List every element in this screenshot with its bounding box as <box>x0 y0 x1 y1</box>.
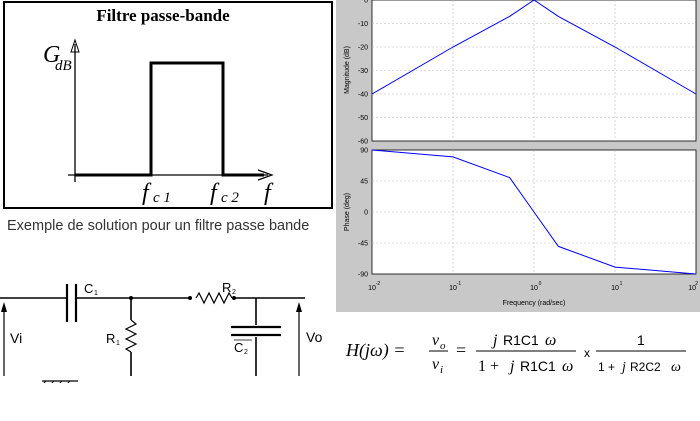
phase-curve <box>371 149 697 275</box>
circuit-diagram: Vi Vo C 1 R 1 R 2 C 2 <box>0 280 323 383</box>
node-r2-left <box>188 296 192 300</box>
transfer-function: H(jω) = v o v i = j R1C1 ω 1 + j R1C1 ω … <box>345 332 686 376</box>
formula-ratio-den-sub: i <box>440 364 443 376</box>
c2-label: C <box>234 340 243 355</box>
magnitude-curve <box>371 0 697 95</box>
vi-arrow-icon <box>1 302 7 312</box>
frequency-xlabel: Frequency (rad/sec) <box>503 300 566 307</box>
r1-zigzag <box>124 319 138 353</box>
bode-plot: 0-10-20-30-40-50-60 Magnitude (dB) 90450… <box>344 0 698 307</box>
f1-den-rc: R1C1 <box>520 358 556 374</box>
ideal-y-label: G <box>43 42 60 68</box>
cutoff-high-sub: c 2 <box>221 190 239 206</box>
phase-ylabel: Phase (deg) <box>344 193 351 231</box>
f1-num-w: ω <box>545 332 556 349</box>
ideal-filter-title: Filtre passe-bande <box>96 6 230 25</box>
ideal-response-curve <box>75 61 264 177</box>
c1-label-sub: 1 <box>94 290 98 297</box>
phase-tick-label: 90 <box>360 148 368 155</box>
formula-eq: = <box>456 340 466 360</box>
ideal-y-arrow-icon <box>70 38 80 53</box>
frequency-tick-base: 10 <box>449 285 457 292</box>
r1-label-sub: 1 <box>116 340 120 347</box>
formula-ratio-den: v <box>432 356 440 373</box>
magnitude-tick-label: -30 <box>358 68 368 75</box>
ideal-filter-graph: G dB f f c 1 f c 2 <box>43 38 274 206</box>
phase-tick-label: 45 <box>360 179 368 186</box>
ground-hatch-3 <box>59 380 63 383</box>
r1-label: R <box>106 331 115 346</box>
vo-label: Vo <box>306 329 323 345</box>
ground-hatch-2 <box>51 380 55 383</box>
formula-ratio-num: v <box>432 332 440 349</box>
f2-den-w: ω <box>671 360 681 375</box>
magnitude-tick-label: -60 <box>358 139 368 146</box>
frequency-tick-base: 10 <box>688 285 696 292</box>
r2-label: R <box>222 280 231 295</box>
c2-label-sub: 2 <box>244 349 248 356</box>
vi-label: Vi <box>10 330 22 346</box>
f1-den-1: 1 + <box>478 358 499 375</box>
magnitude-tick-label: -40 <box>358 92 368 99</box>
node-r2-right <box>232 296 236 300</box>
magnitude-tick-label: -10 <box>358 21 368 28</box>
ideal-x-label: f <box>264 180 274 206</box>
magnitude-ylabel: Magnitude (dB) <box>344 46 351 94</box>
frequency-tick-base: 10 <box>530 285 538 292</box>
ground-hatch-1 <box>43 380 47 383</box>
cutoff-low-label: f <box>142 180 152 206</box>
formula-lhs: H(jω) = <box>345 340 405 361</box>
magnitude-tick-label: 0 <box>364 0 368 5</box>
phase-tick-label: -90 <box>358 272 368 279</box>
c1-label: C <box>84 281 93 296</box>
f1-den-w: ω <box>562 358 573 375</box>
ideal-filter-panel <box>3 1 333 209</box>
f2-den-1: 1 + <box>598 360 615 374</box>
phase-ticks: 90 45 0 -45 -90 <box>358 148 368 279</box>
frequency-tick-exp: 2 <box>695 281 698 287</box>
vo-arrow-icon <box>296 302 302 312</box>
f1-num-rc: R1C1 <box>503 332 539 348</box>
ground-hatch-4 <box>67 380 71 383</box>
magnitude-grid <box>372 0 696 141</box>
magnitude-tick-label: -50 <box>358 115 368 122</box>
formula-times: x <box>584 346 590 360</box>
frequency-tick-exp: -2 <box>376 281 381 287</box>
f1-num-j: j <box>491 332 498 349</box>
bode-plot-panel: 0 -10 -20 -30 -40 -50 -60 Magnitude (dB) 90 45 0… <box>336 0 700 312</box>
magnitude-ticks: 0 -10 -20 -30 -40 -50 -60 <box>358 0 368 146</box>
cutoff-low-sub: c 1 <box>153 190 171 206</box>
frequency-tick-exp: 0 <box>539 281 542 287</box>
ideal-x-arrow-icon <box>257 169 274 181</box>
node-r1 <box>129 296 133 300</box>
frequency-tick-base: 10 <box>368 285 376 292</box>
frequency-tick-base: 10 <box>611 285 619 292</box>
cutoff-high-label: f <box>210 180 220 206</box>
r2-label-sub: 2 <box>232 289 236 296</box>
caption: Exemple de solution pour un filtre passe… <box>7 218 310 234</box>
ideal-y-label-sub: dB <box>55 58 72 74</box>
phase-tick-label: -45 <box>358 241 368 248</box>
f2-den-rc: R2C2 <box>630 360 661 374</box>
f2-num: 1 <box>637 332 645 348</box>
r2-zigzag <box>195 291 233 305</box>
f1-den-j: j <box>508 358 515 375</box>
phase-tick-label: 0 <box>364 210 368 217</box>
formula-ratio-num-sub: o <box>440 340 446 352</box>
f2-den-j: j <box>620 360 626 375</box>
frequency-tick-exp: 1 <box>620 281 623 287</box>
magnitude-tick-label: -20 <box>358 45 368 52</box>
frequency-tick-exp: -1 <box>457 281 462 287</box>
